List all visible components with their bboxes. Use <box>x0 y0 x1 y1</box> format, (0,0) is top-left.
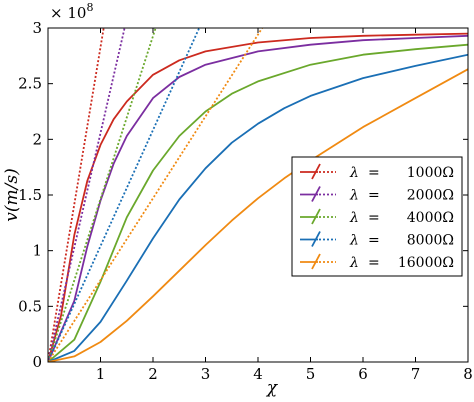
legend-swatch-slash <box>311 253 321 270</box>
x-tick-label: 5 <box>306 365 316 383</box>
x-tick-label: 6 <box>358 365 368 383</box>
y-tick-label: 0.5 <box>18 297 42 315</box>
legend-value: 8000Ω <box>407 233 454 249</box>
y-tick-label: 0 <box>32 353 42 371</box>
series-4-dotted-line <box>48 27 263 362</box>
legend-value: 16000Ω <box>398 255 454 271</box>
series-0-solid-line <box>48 32 468 362</box>
legend-swatch-slash <box>311 208 321 225</box>
y-tick-label: 3 <box>32 19 42 37</box>
legend-equals: = <box>368 165 380 181</box>
y-tick-label: 1.5 <box>18 186 42 204</box>
x-tick-label: 3 <box>201 365 211 383</box>
legend-lambda: λ <box>349 165 359 181</box>
series-0-dotted-line <box>48 27 105 362</box>
legend-lambda: λ <box>349 210 359 226</box>
y-tick-label: 2 <box>32 130 42 148</box>
series-2-solid-line <box>48 43 468 362</box>
x-axis-label: χ <box>266 378 279 398</box>
legend-swatch-slash <box>311 163 321 180</box>
series-1-dotted-line <box>48 27 126 362</box>
legend-lambda: λ <box>349 188 359 204</box>
y-tick-label: 2.5 <box>18 75 42 93</box>
y-multiplier-exponent: 8 <box>86 1 93 14</box>
x-tick-label: 2 <box>148 365 158 383</box>
legend-value: 4000Ω <box>407 210 454 226</box>
series-2-dotted-line <box>48 27 157 362</box>
y-axis-label: v(m/s) <box>2 168 22 221</box>
x-tick-label: 4 <box>253 365 263 383</box>
legend: λ = 1000Ω λ = 2000Ω λ = 4000Ω λ = 8000Ω λ = 16000Ω <box>291 156 463 277</box>
y-tick-label: 1 <box>32 242 42 260</box>
legend-swatch-slash <box>311 186 321 202</box>
legend-equals: = <box>368 233 380 249</box>
series-3-dotted-line <box>48 27 201 362</box>
y-multiplier-label: × 108 <box>50 1 93 22</box>
legend-value: 1000Ω <box>407 165 454 181</box>
series-1-solid-line <box>48 34 468 362</box>
legend-swatch-slash <box>311 231 321 247</box>
x-tick-label: 7 <box>411 365 421 383</box>
x-tick-label: 8 <box>463 365 473 383</box>
plot-area <box>48 27 468 362</box>
legend-value: 2000Ω <box>407 188 454 204</box>
legend-equals: = <box>368 255 380 271</box>
plot-layer <box>48 27 468 362</box>
legend-lambda: λ <box>349 255 359 271</box>
legend-equals: = <box>368 210 380 226</box>
x-tick-label: 1 <box>96 365 106 383</box>
series-3-solid-line <box>48 53 468 362</box>
legend-equals: = <box>368 188 380 204</box>
legend-lambda: λ <box>349 233 359 249</box>
series-4-solid-line <box>48 68 468 362</box>
